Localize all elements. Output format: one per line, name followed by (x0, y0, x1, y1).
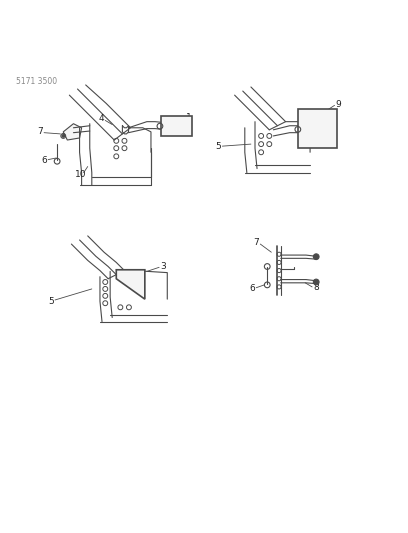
Text: 7: 7 (253, 238, 259, 247)
Text: 1: 1 (186, 113, 191, 122)
Polygon shape (116, 270, 145, 299)
Text: 3: 3 (160, 262, 166, 271)
Text: 6: 6 (249, 285, 255, 294)
FancyBboxPatch shape (161, 116, 192, 136)
FancyBboxPatch shape (298, 109, 337, 148)
Text: 5: 5 (48, 297, 54, 306)
Circle shape (313, 254, 319, 260)
Circle shape (313, 279, 319, 285)
Text: 10: 10 (75, 170, 86, 179)
Text: 5: 5 (215, 142, 221, 151)
Circle shape (62, 135, 64, 137)
Text: 6: 6 (41, 156, 47, 165)
Text: 2: 2 (186, 128, 191, 137)
Text: 4: 4 (98, 114, 104, 123)
Polygon shape (63, 124, 82, 140)
Text: 7: 7 (37, 126, 43, 135)
Text: 5171 3500: 5171 3500 (16, 77, 58, 86)
Text: 8: 8 (313, 283, 319, 292)
Text: 9: 9 (336, 100, 341, 109)
